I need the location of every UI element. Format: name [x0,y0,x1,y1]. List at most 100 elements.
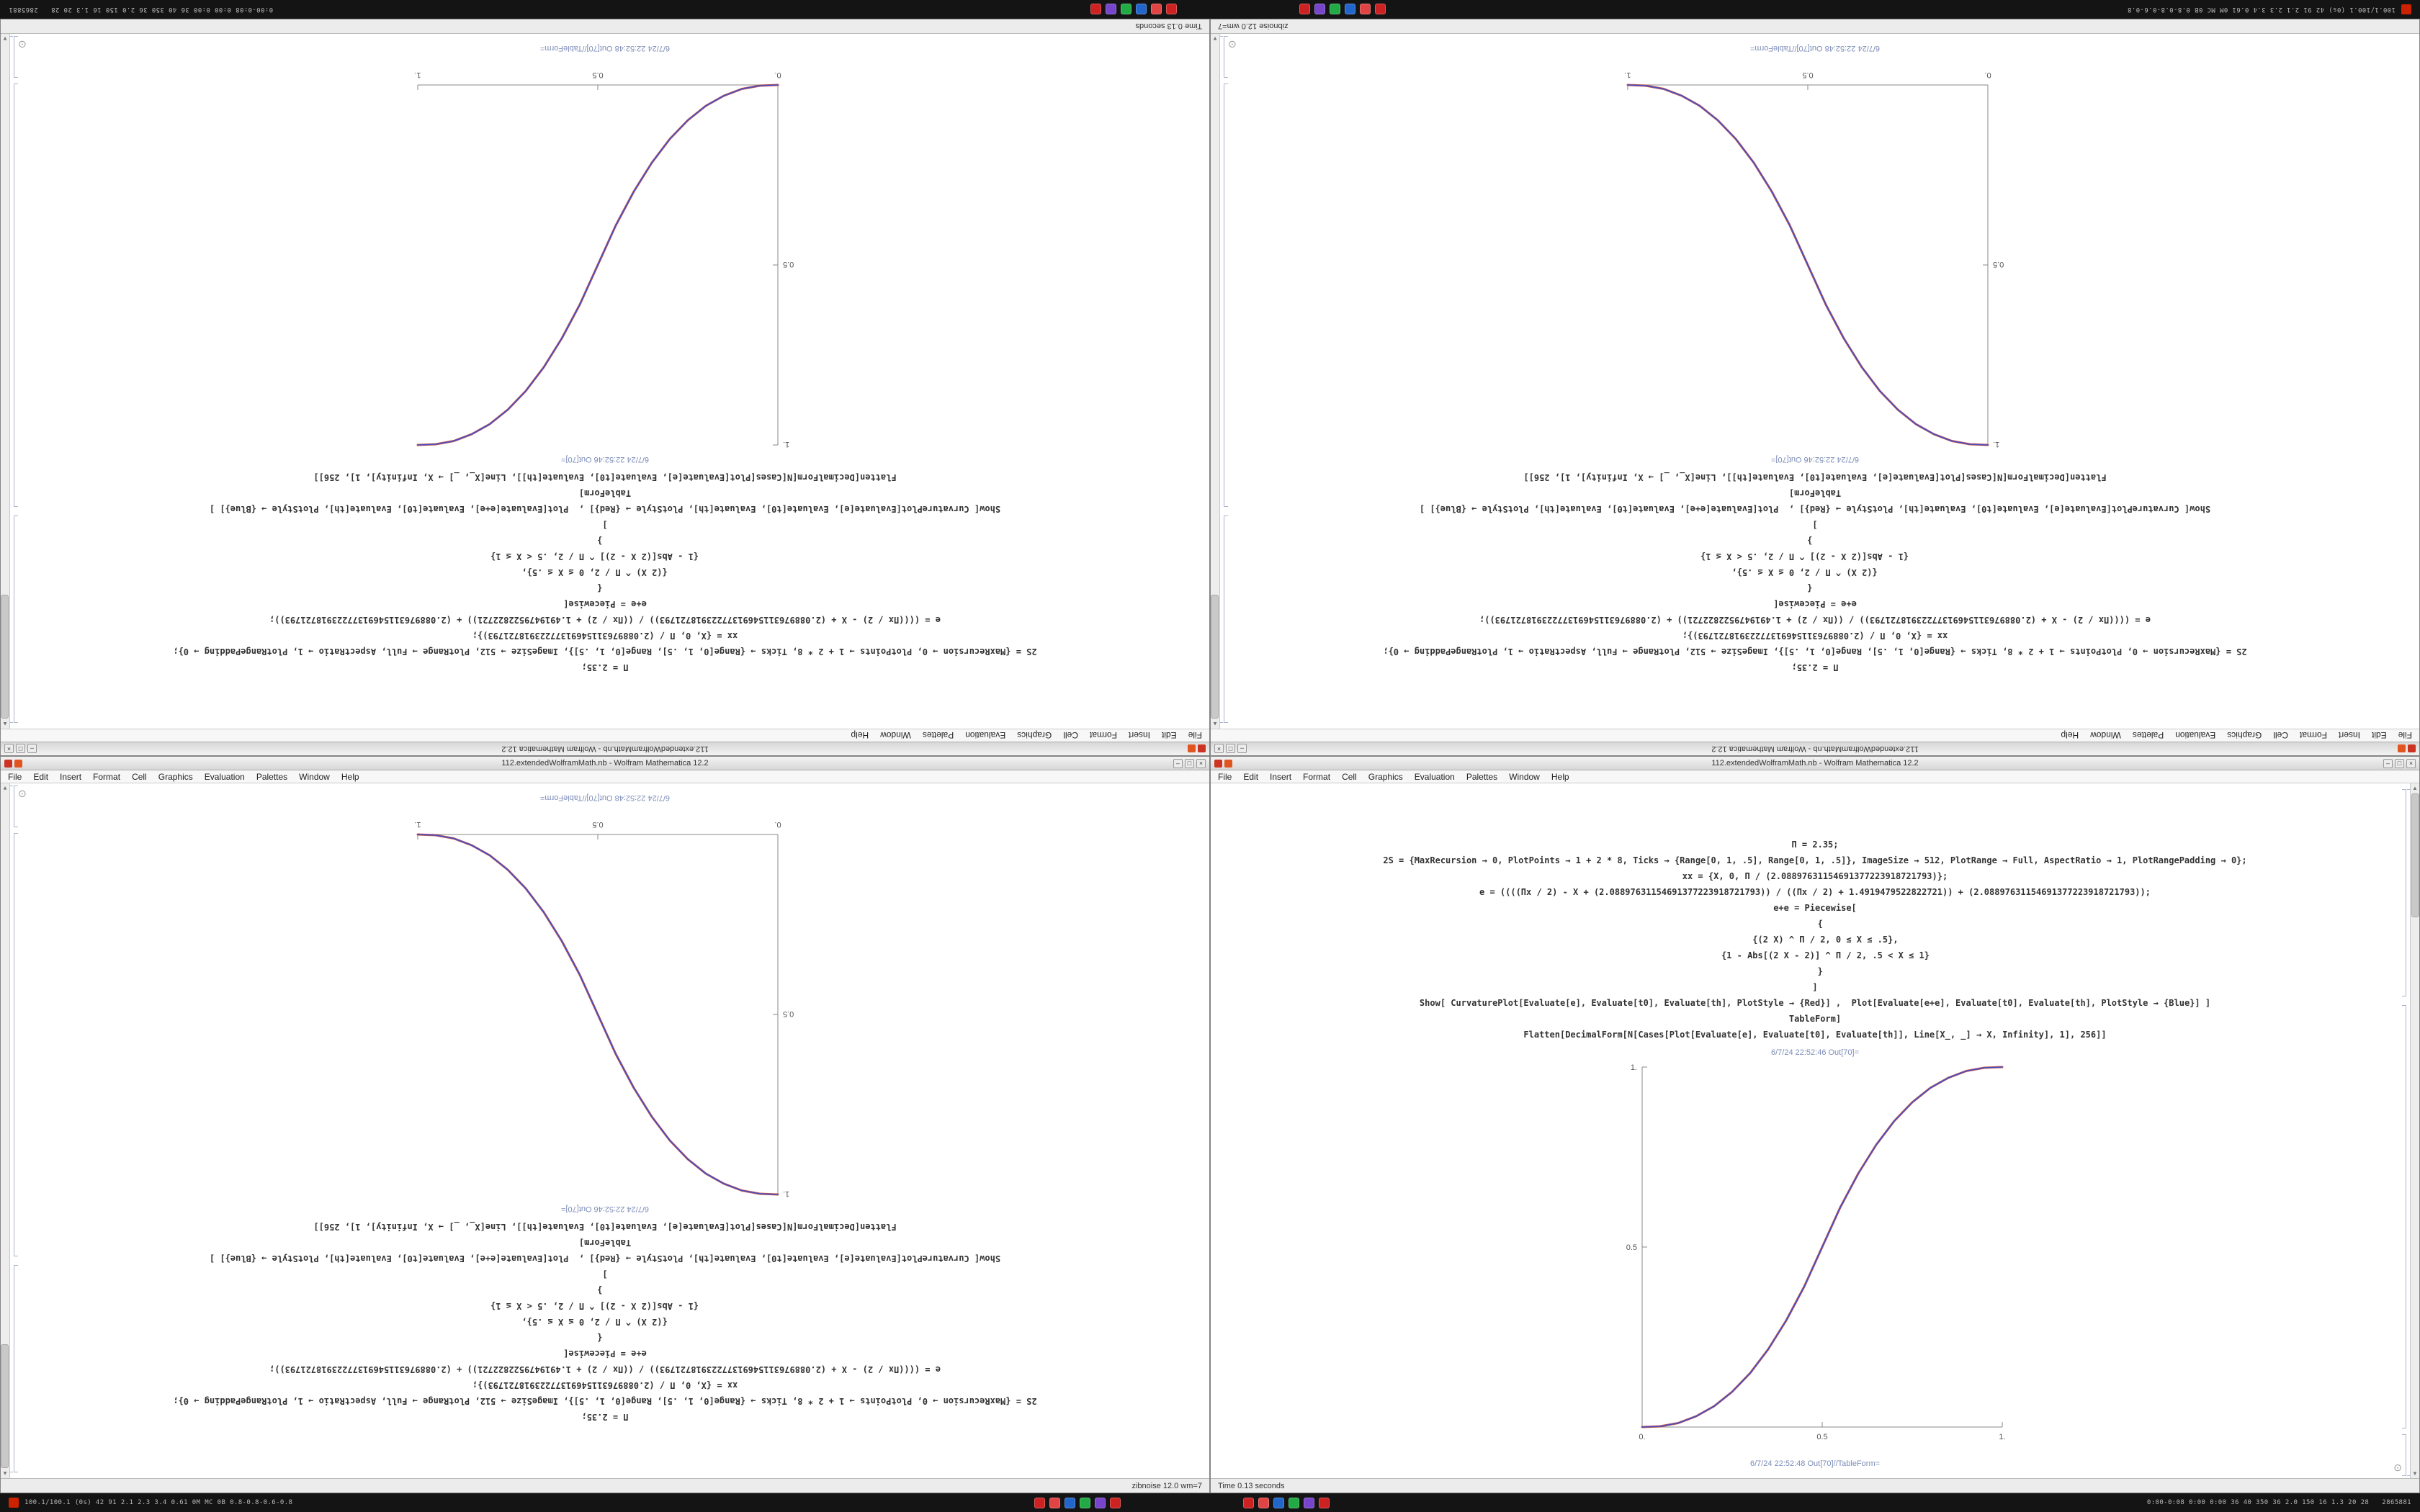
maximize-button[interactable]: □ [16,744,25,754]
menu-item[interactable]: Edit [2371,730,2387,741]
app-launcher-icon[interactable] [1150,4,1162,15]
code-line[interactable]: TableForm] [578,1238,632,1248]
menu-item[interactable]: Help [2061,730,2079,741]
close-button[interactable]: × [1196,758,1206,768]
notebook-assistant-icon[interactable]: ⊙ [2393,1462,2402,1473]
menu-item[interactable]: Cell [2273,730,2288,741]
menu-item[interactable]: Help [1551,771,1569,782]
code-line[interactable]: Flatten[DecimalForm[N[Cases[Plot[Evaluat… [313,472,897,482]
scroll-down-arrow[interactable]: ▼ [2412,1470,2418,1477]
code-line[interactable]: e+e = Piecewise[ [563,599,647,609]
scroll-up-arrow[interactable]: ▲ [2,1470,8,1477]
code-line[interactable]: { [1807,583,1823,593]
menu-item[interactable]: File [1188,730,1202,741]
menu-item[interactable]: Window [299,771,330,782]
app-launcher-icon[interactable] [1319,1497,1330,1508]
input-cell-bracket[interactable] [2402,789,2406,996]
menu-item[interactable]: Insert [1128,730,1150,741]
menu-item[interactable]: Evaluation [965,730,1006,741]
code-line[interactable]: 2S = {MaxRecursion → 0, PlotPoints → 1 +… [1383,647,2247,657]
app-launcher-icon[interactable] [1329,4,1340,15]
app-launcher-icon[interactable] [1049,1497,1061,1508]
menu-item[interactable]: Window [2090,730,2121,741]
app-launcher-icon[interactable] [1304,1497,1315,1508]
close-button[interactable]: × [4,744,14,754]
code-line[interactable]: Show[ CurvaturePlot[Evaluate[e], Evaluat… [1419,504,2211,514]
input-cell[interactable]: Π = 2.35; 2S = {MaxRecursion → 0, PlotPoi… [173,1219,1036,1472]
minimize-button[interactable]: – [2383,758,2393,768]
code-line[interactable]: e = ((((Πx / 2) - X + (2.088976311546913… [1479,887,2151,897]
code-line[interactable]: e+e = Piecewise[ [1773,599,1857,609]
code-line[interactable]: 2S = {MaxRecursion → 0, PlotPoints → 1 +… [173,1396,1037,1406]
scroll-up-arrow[interactable]: ▲ [1212,721,1218,727]
menu-item[interactable]: Graphics [1368,771,1403,782]
menu-item[interactable]: Format [1303,771,1331,782]
scrollbar-thumb[interactable] [1,1344,9,1468]
scrollbar[interactable]: ▲ ▼ [1211,34,1220,729]
cell-brackets[interactable] [9,786,19,1472]
app-launcher-icon[interactable] [1095,1497,1106,1508]
maximize-button[interactable]: □ [2395,758,2404,768]
cell-brackets[interactable] [2401,789,2411,1476]
input-cell-bracket[interactable] [14,516,18,723]
app-launcher-icon[interactable] [1359,4,1371,15]
plot-cell-bracket[interactable] [2402,1005,2406,1428]
scrollbar-thumb[interactable] [1,595,9,719]
code-line[interactable]: Flatten[DecimalForm[N[Cases[Plot[Evaluat… [313,1222,897,1232]
app-launcher-icon[interactable] [1314,4,1325,15]
code-line[interactable]: Π = 2.35; [1791,662,1839,672]
code-line[interactable]: TableForm] [1788,1014,1842,1024]
menu-item[interactable]: Help [851,730,869,741]
app-launcher-icon[interactable] [1165,4,1177,15]
plot-cell-bracket[interactable] [14,833,18,1256]
code-line[interactable]: } [1807,536,1823,546]
menu-item[interactable]: Insert [60,771,82,782]
code-line[interactable]: xx = {X, 0, Π / (2.088976311546913772239… [472,1380,738,1390]
minimize-button[interactable]: – [1237,744,1247,754]
plot-cell-bracket[interactable] [1224,84,1228,507]
menu-item[interactable]: Evaluation [2175,730,2216,741]
code-line[interactable]: Π = 2.35; [581,1412,629,1422]
close-button[interactable]: × [2406,758,2416,768]
maximize-button[interactable]: □ [1226,744,1235,754]
menu-item[interactable]: Edit [1161,730,1177,741]
scroll-down-arrow[interactable]: ▼ [2,35,8,42]
scrollbar-thumb[interactable] [2411,793,2419,917]
menu-item[interactable]: Window [1509,771,1540,782]
app-launcher-icon[interactable] [1135,4,1147,15]
code-line[interactable]: e = ((((Πx / 2) - X + (2.088976311546913… [269,1364,941,1374]
code-line[interactable]: Flatten[DecimalForm[N[Cases[Plot[Evaluat… [1523,472,2107,482]
menu-item[interactable]: Evaluation [204,771,245,782]
titlebar[interactable]: 112.extendedWolframMath.nb - Wolfram Mat… [1211,742,2419,755]
app-launcher-icon[interactable] [1090,4,1101,15]
notebook-assistant-icon[interactable]: ⊙ [1228,39,1237,50]
app-launcher-icon[interactable] [1289,1497,1300,1508]
menu-item[interactable]: Window [880,730,911,741]
menu-item[interactable]: Cell [1063,730,1078,741]
code-line[interactable]: {1 - Abs[(2 X - 2)] ^ Π / 2, .5 < X ≤ 1} [490,552,720,562]
code-line[interactable]: ] [602,1269,608,1279]
menu-item[interactable]: Insert [1270,771,1292,782]
input-cell-bracket[interactable] [1224,516,1228,723]
input-cell[interactable]: Π = 2.35; 2S = {MaxRecursion → 0, PlotPoi… [1383,789,2246,1043]
menu-item[interactable]: Format [93,771,121,782]
app-launcher-icon[interactable] [1120,4,1131,15]
menu-item[interactable]: Graphics [158,771,193,782]
input-cell[interactable]: Π = 2.35; 2S = {MaxRecursion → 0, PlotPoi… [173,469,1036,723]
scroll-up-arrow[interactable]: ▲ [2412,785,2418,791]
app-launcher-icon[interactable] [1258,1497,1270,1508]
code-line[interactable]: TableForm] [578,488,632,498]
code-line[interactable]: {1 - Abs[(2 X - 2)] ^ Π / 2, .5 < X ≤ 1} [1700,950,1930,960]
app-launcher-icon[interactable] [1374,4,1386,15]
minimize-button[interactable]: – [27,744,37,754]
menu-item[interactable]: Format [2299,730,2327,741]
app-launcher-icon[interactable] [1034,1497,1046,1508]
app-launcher-icon[interactable] [1344,4,1355,15]
menu-item[interactable]: Edit [33,771,49,782]
system-menu-icon[interactable] [2401,4,2411,14]
menu-item[interactable]: Graphics [1017,730,1052,741]
code-line[interactable]: e+e = Piecewise[ [1773,903,1857,913]
code-line[interactable]: } [597,536,613,546]
code-line[interactable]: {(2 X) ^ Π / 2, 0 ≤ X ≤ .5}, [1731,567,1899,577]
code-line[interactable]: Π = 2.35; [581,662,629,672]
